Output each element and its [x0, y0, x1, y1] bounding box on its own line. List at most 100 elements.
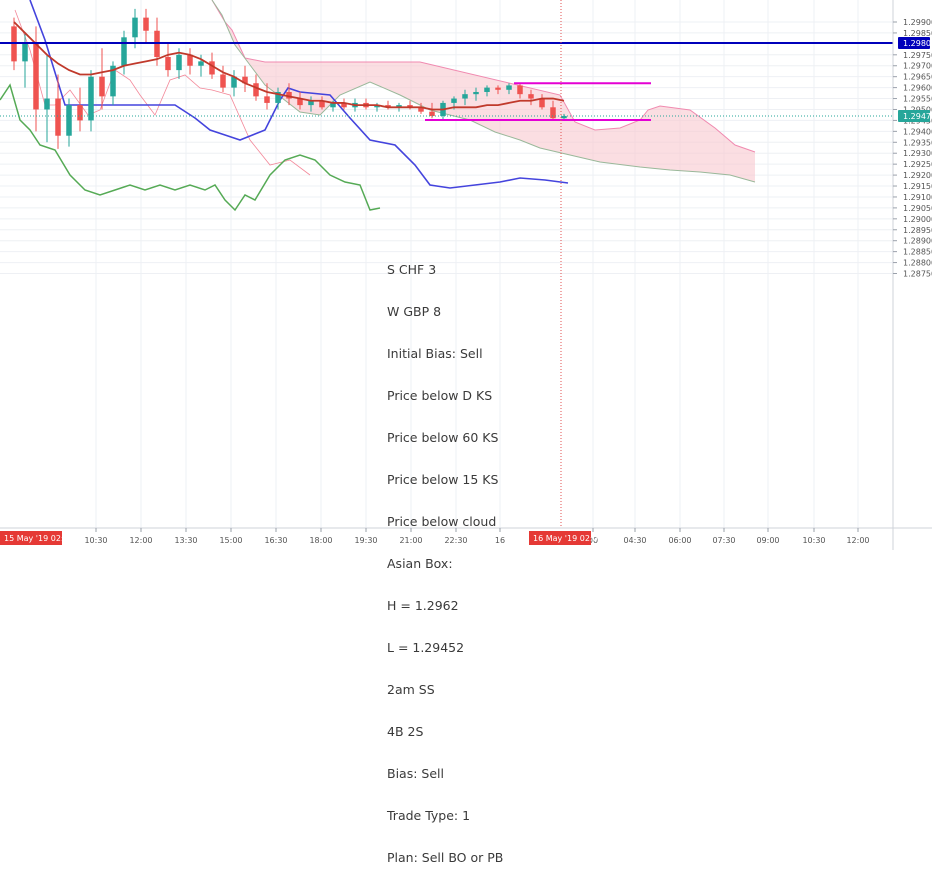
candle-body — [220, 74, 226, 88]
last-price-tag: 1.29470 — [903, 112, 932, 121]
note-line: Price below cloud — [387, 514, 497, 529]
y-tick-label: 1.29150 — [903, 182, 932, 191]
x-start-time-tag-bg — [0, 531, 62, 545]
candle-body — [462, 94, 468, 99]
chikou-span-line — [0, 83, 381, 212]
key-level-price-tag-bg — [898, 36, 930, 49]
candle-body — [286, 91, 292, 99]
candle-body — [66, 105, 72, 136]
candle-body — [429, 111, 435, 117]
trade-plan-note: S CHF 3 W GBP 8 Initial Bias: Sell Price… — [387, 235, 503, 893]
y-tick-label: 1.29350 — [903, 138, 932, 147]
x-tick-label: 12:00 — [846, 536, 869, 545]
y-tick-label: 1.28850 — [903, 248, 932, 257]
candle-body — [473, 91, 479, 95]
note-line: 4B 2S — [387, 724, 424, 739]
candle-body — [110, 65, 116, 97]
ichimoku-cloud — [212, 0, 755, 182]
x-tick-label: 10:30 — [84, 536, 107, 545]
candle-body — [209, 61, 215, 75]
candle-body — [231, 76, 237, 88]
x-tick-label: 19:30 — [354, 536, 377, 545]
y-tick-label: 1.29300 — [903, 149, 932, 158]
note-line: Trade Type: 1 — [387, 808, 471, 823]
key-level-price-tag: 1.29804 — [903, 39, 932, 48]
y-tick-label: 1.29850 — [903, 29, 932, 38]
candle-body — [506, 85, 512, 90]
y-tick-label: 1.29500 — [903, 105, 932, 114]
x-tick-label: 06:00 — [668, 536, 691, 545]
y-tick-label: 1.29050 — [903, 204, 932, 213]
y-tick-label: 1.29900 — [903, 18, 932, 27]
candle-body — [385, 105, 391, 108]
y-tick-label: 1.29400 — [903, 127, 932, 136]
x-cursor-time-tag-bg — [529, 531, 591, 545]
y-tick-label: 1.29250 — [903, 160, 932, 169]
candle-body — [550, 107, 556, 119]
y-tick-label: 1.28950 — [903, 226, 932, 235]
candle-body — [517, 85, 523, 95]
x-tick-label: 00 — [588, 536, 598, 545]
note-line: Price below 15 KS — [387, 472, 499, 487]
candle-body — [88, 76, 94, 121]
x-tick-label: 21:00 — [399, 536, 422, 545]
candle-body — [297, 98, 303, 106]
cloud-span-b — [211, 0, 756, 183]
y-tick-label: 1.28750 — [903, 270, 932, 279]
candle-body — [341, 102, 347, 108]
y-tick-label: 1.28800 — [903, 259, 932, 268]
note-line: 2am SS — [387, 682, 435, 697]
note-line: Plan: Sell BO or PB — [387, 850, 504, 865]
candle-body — [165, 56, 171, 71]
note-line: Price below D KS — [387, 388, 493, 403]
candle-body — [319, 100, 325, 108]
candle-body — [374, 105, 380, 108]
x-tick-label: 10:30 — [802, 536, 825, 545]
note-line: W GBP 8 — [387, 304, 442, 319]
candle-body — [198, 61, 204, 66]
last-price-tag-bg — [898, 110, 930, 123]
price-chart[interactable]: 1.29900 1.29850 1.29750 1.29700 1.29650 1.296… — [0, 0, 932, 550]
candle-body — [121, 37, 127, 66]
kijun-sen-line — [13, 21, 565, 111]
candle-body — [44, 98, 50, 110]
candle-body — [99, 76, 105, 97]
candle-body — [528, 94, 534, 99]
candle-body — [253, 83, 259, 97]
x-tick-label: 18:00 — [309, 536, 332, 545]
candle-body — [143, 17, 149, 31]
x-tick-label: 09:00 — [756, 536, 779, 545]
chart-stage: 1.29900 1.29850 1.29750 1.29700 1.29650 1.296… — [0, 0, 932, 865]
candle-body — [33, 43, 39, 110]
note-line: Initial Bias: Sell — [387, 346, 483, 361]
y-tick-label: 1.29650 — [903, 73, 932, 82]
note-line: S CHF 3 — [387, 262, 437, 277]
note-line: Price below 60 KS — [387, 430, 499, 445]
cloud-span-a — [211, 0, 756, 153]
y-tick-label: 1.29000 — [903, 215, 932, 224]
candle-body — [187, 54, 193, 66]
x-tick-label: 16 — [495, 536, 505, 545]
x-tick-label: 07:30 — [712, 536, 735, 545]
candle-body — [495, 87, 501, 90]
candle-body — [176, 54, 182, 71]
note-line: H = 1.2962 — [387, 598, 459, 613]
candle-body — [242, 76, 248, 84]
candle-body — [539, 98, 545, 108]
candle-body — [275, 91, 281, 103]
candle-body — [418, 107, 424, 112]
x-tick-label: 15:00 — [219, 536, 242, 545]
candle-body — [330, 102, 336, 108]
candle-body — [451, 98, 457, 103]
y-tick-label: 1.29200 — [903, 171, 932, 180]
x-tick-label: 22:30 — [444, 536, 467, 545]
y-tick-label: 1.29750 — [903, 51, 932, 60]
y-tick-label: 1.29100 — [903, 193, 932, 202]
tenkan-sen-line — [29, 0, 569, 189]
candle-body — [264, 96, 270, 103]
candle-body — [55, 98, 61, 136]
y-tick-label: 1.28900 — [903, 237, 932, 246]
x-tick-label: 12:00 — [129, 536, 152, 545]
y-tick-label: 1.29700 — [903, 62, 932, 71]
x-cursor-time-tag: 16 May '19 02:00 — [533, 534, 603, 543]
